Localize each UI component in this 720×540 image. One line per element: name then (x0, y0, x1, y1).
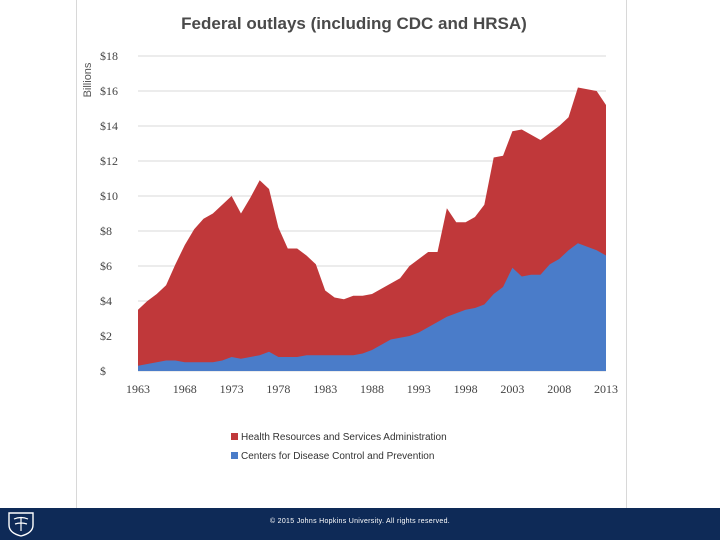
x-tick-label: 2008 (547, 382, 571, 396)
university-shield-icon (8, 512, 34, 537)
y-tick-label: $14 (100, 119, 118, 133)
x-tick-label: 1998 (454, 382, 478, 396)
legend-label: Health Resources and Services Administra… (241, 432, 447, 443)
x-tick-label: 1983 (313, 382, 337, 396)
footer-bar: © 2015 Johns Hopkins University. All rig… (0, 508, 720, 540)
y-tick-label: $4 (100, 294, 112, 308)
copyright-text: © 2015 Johns Hopkins University. All rig… (269, 518, 451, 525)
legend-label: Centers for Disease Control and Preventi… (241, 451, 434, 462)
y-tick-label: $8 (100, 224, 112, 238)
x-tick-label: 1968 (173, 382, 197, 396)
x-tick-label: 1993 (407, 382, 431, 396)
y-tick-label: $10 (100, 189, 118, 203)
y-tick-labels: $ $2 $4 $6 $8 $10 $12 $14 $16 $18 (100, 49, 118, 378)
y-tick-label: $6 (100, 259, 112, 273)
y-tick-label: $12 (100, 154, 118, 168)
y-tick-label: $18 (100, 49, 118, 63)
y-tick-label: $2 (100, 329, 112, 343)
series-areas (138, 87, 606, 371)
chart-panel: Federal outlays (including CDC and HRSA)… (76, 0, 627, 508)
area-chart: Federal outlays (including CDC and HRSA)… (82, 14, 618, 462)
x-tick-label: 1973 (220, 382, 244, 396)
legend-swatch (231, 433, 238, 440)
chart-title: Federal outlays (including CDC and HRSA) (181, 14, 527, 33)
x-tick-label: 1988 (360, 382, 384, 396)
legend: Health Resources and Services Administra… (231, 432, 447, 462)
y-tick-label: $ (100, 364, 106, 378)
x-tick-label: 2013 (594, 382, 618, 396)
x-tick-labels: 1963 1968 1973 1978 1983 1988 1993 1998 2003 2008… (126, 382, 618, 396)
series-area-1 (138, 243, 606, 371)
x-tick-label: 2003 (500, 382, 524, 396)
x-tick-label: 1978 (266, 382, 290, 396)
y-tick-label: $16 (100, 84, 118, 98)
x-tick-label: 1963 (126, 382, 150, 396)
y-axis-label: Billions (82, 62, 94, 97)
legend-swatch (231, 452, 238, 459)
